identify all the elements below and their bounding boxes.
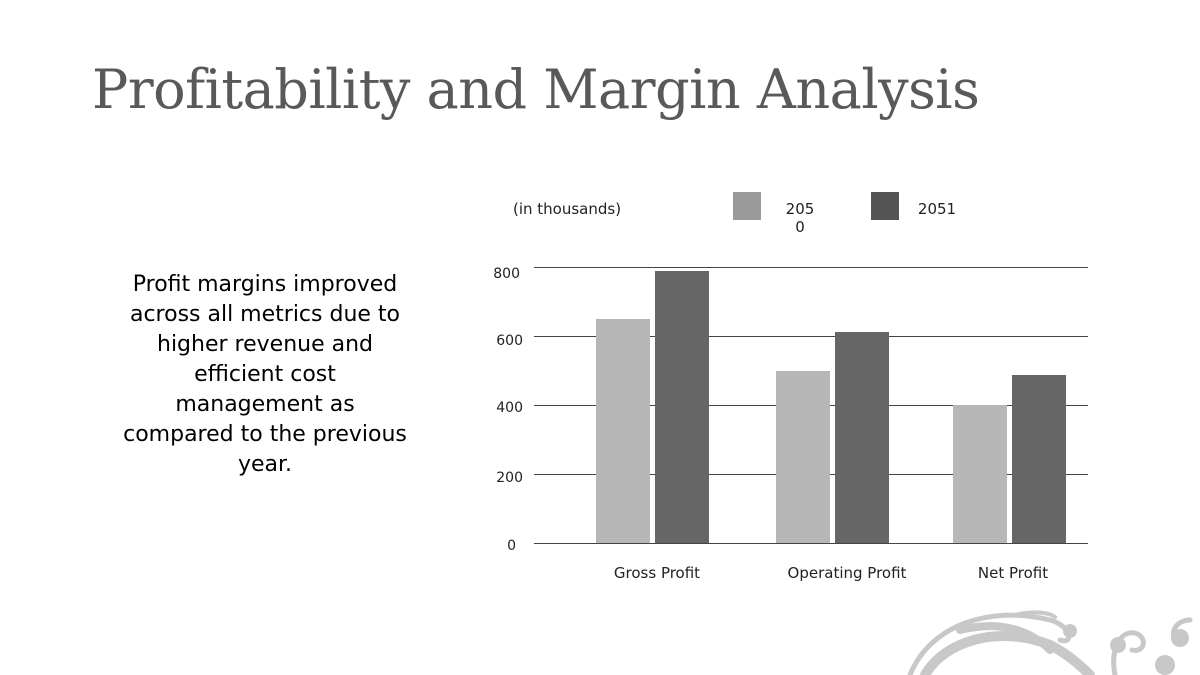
y-tick: 200 bbox=[496, 470, 523, 486]
y-tick: 800 bbox=[493, 266, 520, 282]
gridline bbox=[534, 267, 1088, 268]
gridline bbox=[534, 336, 1088, 337]
summary-text: Profit margins improved across all metri… bbox=[123, 272, 407, 477]
y-tick: 0 bbox=[507, 538, 516, 554]
bar-gross-profit-2050 bbox=[596, 319, 650, 543]
bar-operating-profit-2050 bbox=[776, 371, 830, 543]
legend-swatch-2050 bbox=[733, 192, 761, 220]
bar-net-profit-2051 bbox=[1012, 375, 1066, 543]
bar-operating-profit-2051 bbox=[835, 332, 889, 543]
x-axis-baseline bbox=[534, 543, 1088, 544]
y-tick: 600 bbox=[496, 333, 523, 349]
bar-net-profit-2050 bbox=[953, 405, 1007, 543]
chart-unit-label: (in thousands) bbox=[513, 200, 622, 218]
x-label-operating-profit: Operating Profit bbox=[787, 564, 907, 582]
legend-label-2051: 2051 bbox=[917, 200, 957, 218]
flourish-ornament-icon bbox=[907, 610, 1193, 675]
legend-label-2050: 205 0 bbox=[785, 200, 815, 236]
legend-swatch-2051 bbox=[871, 192, 899, 220]
y-tick: 400 bbox=[496, 400, 523, 416]
x-label-gross-profit: Gross Profit bbox=[613, 564, 701, 582]
x-label-net-profit: Net Profit bbox=[977, 564, 1049, 582]
slide-title: Profitability and Margin Analysis bbox=[92, 58, 980, 121]
bar-gross-profit-2051 bbox=[655, 271, 709, 543]
